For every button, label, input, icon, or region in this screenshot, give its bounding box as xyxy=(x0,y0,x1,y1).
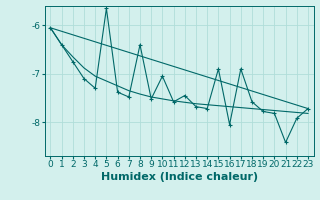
X-axis label: Humidex (Indice chaleur): Humidex (Indice chaleur) xyxy=(100,172,258,182)
